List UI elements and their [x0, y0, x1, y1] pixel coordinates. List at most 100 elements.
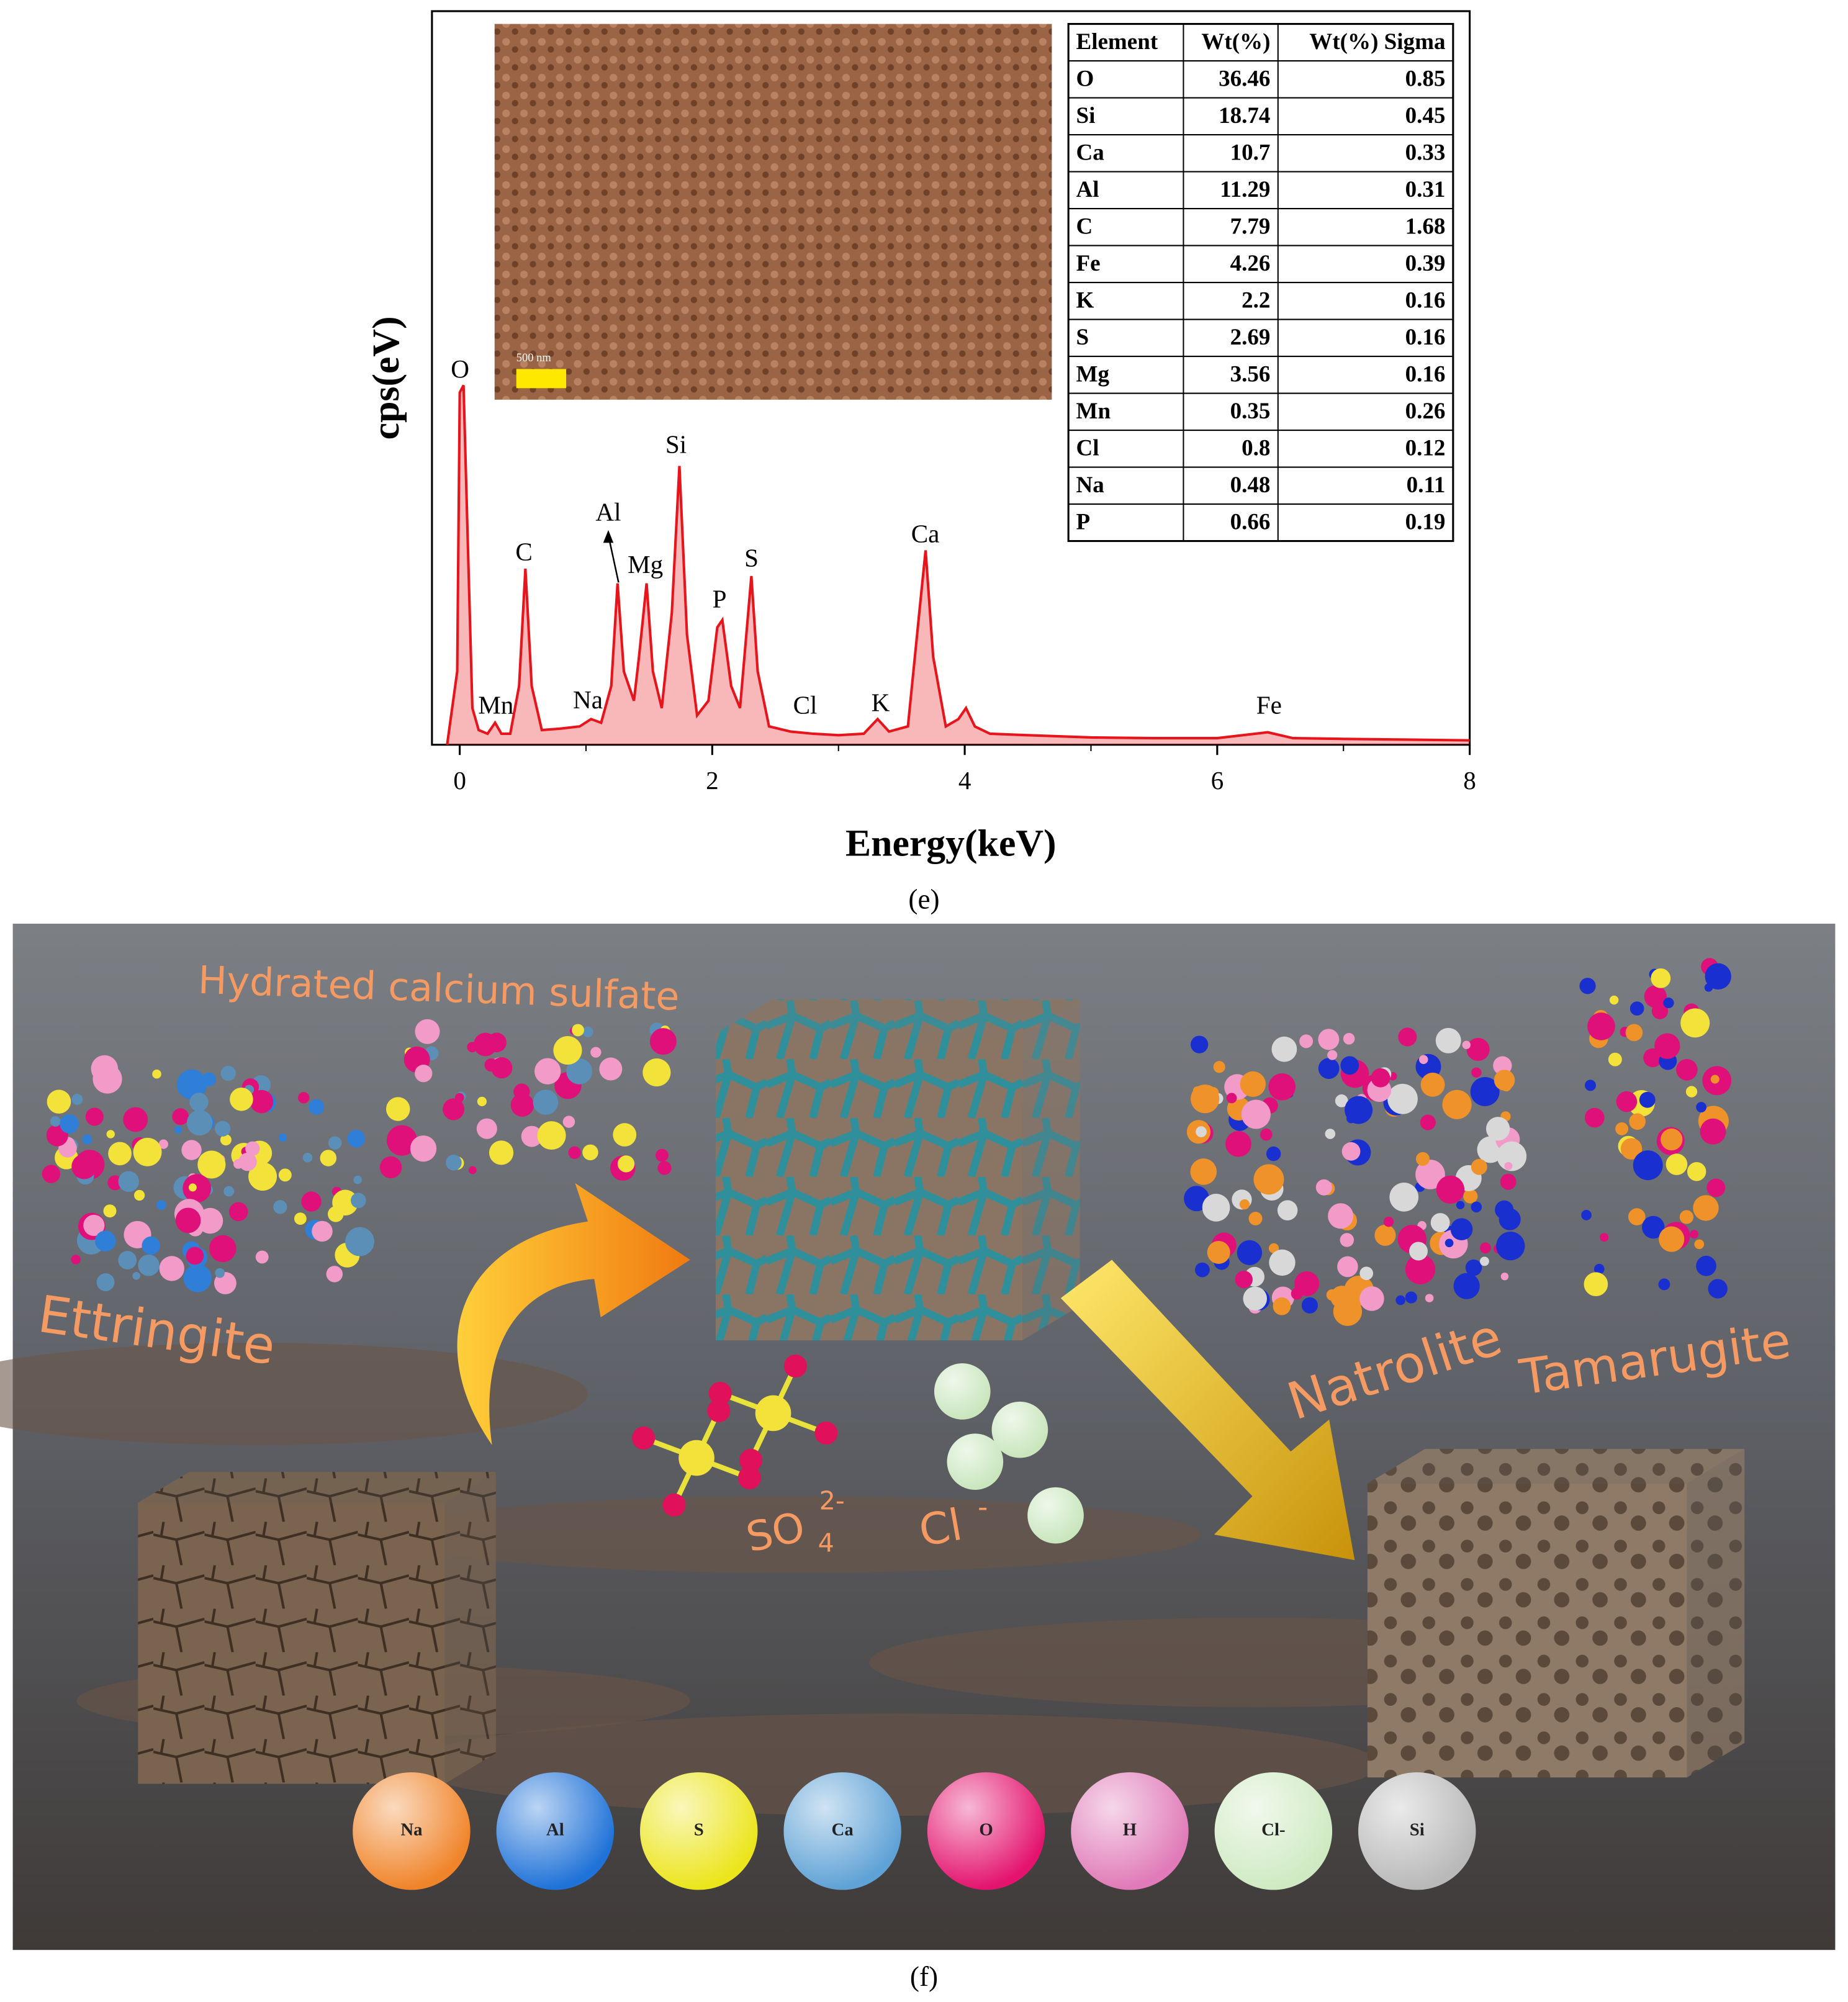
atom	[353, 1175, 363, 1184]
atom	[1465, 1259, 1482, 1276]
atom	[1499, 1208, 1521, 1230]
atom	[174, 1125, 183, 1134]
atom	[1696, 1255, 1716, 1276]
atom	[1330, 1286, 1353, 1309]
table-cell: Ca	[1076, 140, 1104, 165]
atom	[1620, 1138, 1643, 1160]
atom	[1420, 1072, 1445, 1097]
atom	[415, 1065, 433, 1083]
atom	[175, 1207, 201, 1233]
table-cell: 0.66	[1230, 509, 1271, 534]
atom	[385, 1097, 410, 1121]
atom	[1213, 1061, 1225, 1073]
peak-label: Fe	[1256, 690, 1282, 719]
terrain	[383, 1496, 1202, 1573]
atom	[1480, 1242, 1491, 1254]
oxygen	[707, 1399, 731, 1423]
sheen	[1071, 1772, 1189, 1890]
atom	[302, 1153, 313, 1163]
atom	[1471, 1067, 1482, 1078]
atom	[477, 1096, 487, 1107]
atom	[1248, 1211, 1263, 1225]
atom	[582, 1026, 593, 1037]
atom	[446, 1155, 462, 1171]
atom	[1659, 1226, 1685, 1252]
atom	[613, 1123, 637, 1147]
annotation-arrow	[607, 534, 620, 583]
composition-table: Element Wt(%) Wt(%) Sigma O 36.46 0.85 Si 18.74…	[1067, 23, 1454, 543]
table-cell: 0.35	[1230, 399, 1271, 424]
x-tick-label: 0	[453, 766, 466, 795]
table-cell: K	[1076, 287, 1094, 313]
atom	[47, 1089, 71, 1114]
gold-arrow	[1060, 1260, 1355, 1561]
atom	[1693, 1195, 1719, 1221]
table-cell: 1.68	[1405, 214, 1446, 239]
atom	[1299, 1034, 1314, 1048]
atom	[582, 1144, 598, 1161]
atom	[1609, 995, 1619, 1005]
atom	[1584, 1272, 1608, 1297]
atom	[1226, 1093, 1237, 1104]
sheen	[991, 1401, 1048, 1458]
atom	[1442, 1089, 1472, 1119]
atom	[1633, 1150, 1663, 1181]
table-cell: 0.16	[1405, 287, 1446, 313]
atom	[347, 1130, 366, 1148]
table-cell: 0.33	[1405, 140, 1446, 165]
sheen	[1358, 1772, 1476, 1890]
atom	[443, 1098, 465, 1120]
atom	[1676, 1058, 1698, 1081]
atom	[1343, 1033, 1355, 1045]
atom	[489, 1140, 514, 1165]
table-cell: 0.26	[1405, 399, 1446, 424]
atom	[642, 1058, 671, 1087]
atom	[1665, 1153, 1688, 1175]
atom	[533, 1089, 559, 1115]
atom	[468, 1166, 477, 1175]
sulfur	[755, 1395, 791, 1432]
atom	[1581, 1210, 1592, 1220]
atom	[238, 1152, 257, 1171]
atom	[1494, 1070, 1515, 1091]
atom	[326, 1266, 343, 1283]
atom	[1398, 1027, 1417, 1047]
atom	[85, 1107, 104, 1126]
table-cell: Cl	[1076, 435, 1099, 461]
atom	[1445, 1238, 1454, 1248]
atom	[158, 1139, 169, 1149]
table-cell: 2.69	[1230, 325, 1271, 350]
atom	[1708, 1279, 1728, 1299]
x-tick-label: 4	[958, 766, 971, 795]
atom	[71, 1154, 97, 1179]
atom	[298, 1092, 310, 1104]
atom	[106, 1130, 115, 1139]
atom	[1705, 963, 1731, 990]
atom	[248, 1162, 277, 1191]
atom	[1190, 1035, 1209, 1053]
atom	[1639, 1091, 1656, 1108]
atom	[1485, 1117, 1510, 1141]
atom	[294, 1212, 307, 1225]
atom	[230, 1087, 253, 1111]
sheen	[640, 1772, 758, 1890]
atom	[1395, 1295, 1405, 1305]
atom	[96, 1273, 115, 1291]
atom	[189, 1093, 209, 1112]
x-tick-label: 6	[1211, 766, 1224, 795]
atom	[590, 1047, 602, 1058]
atom	[1291, 1287, 1304, 1300]
table-cell: 7.79	[1230, 214, 1271, 239]
illustration-label: Cl	[915, 1499, 966, 1557]
table-cell: 0.39	[1405, 251, 1446, 276]
atom	[345, 1227, 374, 1256]
x-tick-label: 2	[706, 766, 719, 795]
atom	[1387, 1083, 1418, 1114]
atom	[42, 1165, 61, 1183]
atom	[1435, 1027, 1461, 1053]
oxygen	[662, 1493, 686, 1517]
cube-side	[1022, 999, 1080, 1341]
atom	[1271, 1036, 1297, 1062]
